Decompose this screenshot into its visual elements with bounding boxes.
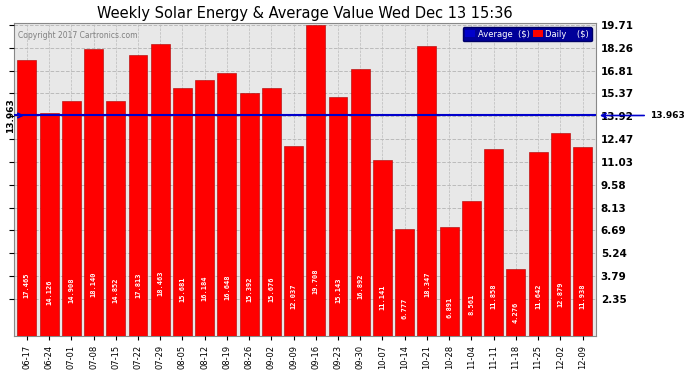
Bar <box>573 147 592 336</box>
Text: 11.858: 11.858 <box>491 284 497 309</box>
Text: 16.892: 16.892 <box>357 274 363 299</box>
Text: 11.642: 11.642 <box>535 284 541 309</box>
Text: 4.276: 4.276 <box>513 302 519 323</box>
Bar <box>440 227 459 336</box>
Bar <box>151 44 170 336</box>
Text: 18.463: 18.463 <box>157 271 164 296</box>
Text: 11.938: 11.938 <box>580 283 586 309</box>
Bar <box>306 25 325 336</box>
Bar <box>484 149 503 336</box>
Bar <box>351 69 370 336</box>
Text: 11.141: 11.141 <box>380 285 386 310</box>
Bar <box>239 93 259 336</box>
Bar <box>106 102 125 336</box>
Bar <box>39 113 59 336</box>
Bar <box>128 55 148 336</box>
Text: 16.648: 16.648 <box>224 274 230 300</box>
Bar <box>506 268 525 336</box>
Text: 13.963: 13.963 <box>6 98 14 133</box>
Text: 6.777: 6.777 <box>402 297 408 319</box>
Bar <box>62 100 81 336</box>
Text: 15.676: 15.676 <box>268 276 275 302</box>
Bar <box>195 80 214 336</box>
Text: 14.852: 14.852 <box>112 278 119 303</box>
Bar <box>529 152 547 336</box>
Text: 18.140: 18.140 <box>90 272 97 297</box>
Bar <box>551 133 570 336</box>
Text: 17.813: 17.813 <box>135 272 141 298</box>
Bar <box>395 229 414 336</box>
Bar <box>173 88 192 336</box>
Text: 6.891: 6.891 <box>446 297 452 318</box>
Text: Copyright 2017 Cartronics.com: Copyright 2017 Cartronics.com <box>17 31 137 40</box>
Text: 14.908: 14.908 <box>68 278 75 303</box>
Text: 17.465: 17.465 <box>24 273 30 298</box>
Legend: Average  ($), Daily    ($): Average ($), Daily ($) <box>463 27 592 41</box>
Bar <box>373 160 392 336</box>
Bar <box>328 97 348 336</box>
Bar <box>262 88 281 336</box>
Text: 16.184: 16.184 <box>201 275 208 301</box>
Text: 14.126: 14.126 <box>46 279 52 304</box>
Text: 15.681: 15.681 <box>179 276 186 302</box>
Text: 12.037: 12.037 <box>290 283 297 309</box>
Text: 13.963: 13.963 <box>602 111 684 120</box>
Bar <box>284 146 303 336</box>
Text: 15.143: 15.143 <box>335 277 341 303</box>
Bar <box>462 201 481 336</box>
Bar <box>217 73 237 336</box>
Bar <box>84 50 103 336</box>
Text: 12.879: 12.879 <box>558 282 563 307</box>
Text: 8.561: 8.561 <box>469 294 475 315</box>
Text: 19.708: 19.708 <box>313 268 319 294</box>
Title: Weekly Solar Energy & Average Value Wed Dec 13 15:36: Weekly Solar Energy & Average Value Wed … <box>97 6 513 21</box>
Bar <box>17 60 37 336</box>
Text: 18.347: 18.347 <box>424 271 430 297</box>
Text: 15.392: 15.392 <box>246 277 252 302</box>
Bar <box>417 46 436 336</box>
